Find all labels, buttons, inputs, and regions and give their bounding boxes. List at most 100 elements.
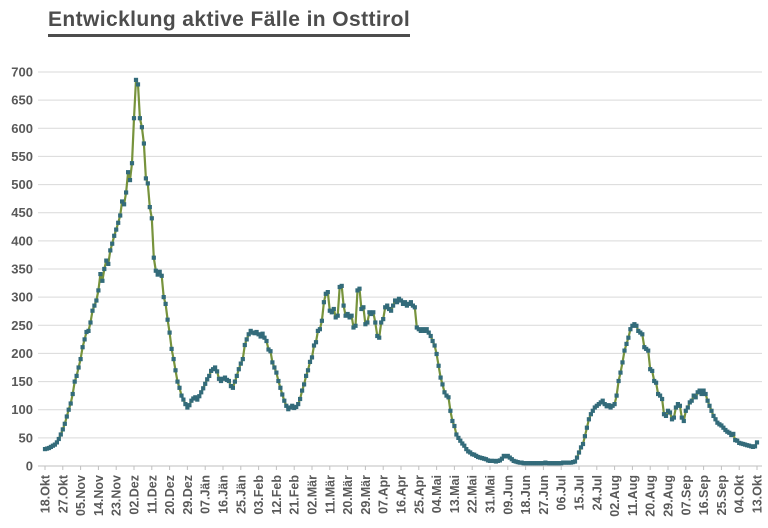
data-point-marker (339, 283, 344, 288)
data-point-marker (302, 382, 307, 387)
data-point-marker (112, 233, 117, 238)
data-point-marker (634, 323, 639, 328)
data-point-marker (582, 434, 587, 439)
data-point-marker (294, 404, 299, 409)
x-axis-tick-label: 14.Nov (92, 475, 106, 516)
data-point-marker (624, 341, 629, 346)
data-point-marker (187, 403, 192, 408)
data-point-marker (438, 375, 443, 380)
data-point-marker (628, 327, 633, 332)
data-point-marker (135, 82, 141, 87)
data-point-marker (311, 343, 317, 348)
data-point-marker (426, 330, 431, 335)
data-point-marker (440, 382, 445, 387)
data-point-marker (240, 357, 245, 362)
y-axis-tick-label: 650 (11, 93, 33, 108)
data-point-marker (385, 303, 390, 308)
data-point-marker (76, 365, 81, 370)
data-point-marker (456, 435, 461, 440)
data-point-marker (353, 323, 358, 328)
data-point-marker (106, 261, 111, 266)
data-point-marker (207, 373, 212, 378)
x-axis-tick-label: 11.Aug (626, 475, 640, 516)
x-axis-tick-label: 04.Okt (733, 474, 747, 513)
data-point-marker (707, 403, 712, 408)
data-point-marker (658, 393, 663, 398)
data-point-marker (357, 286, 362, 291)
x-axis-tick-label: 20.Aug (644, 475, 658, 517)
data-point-marker (68, 401, 73, 406)
data-point-marker (590, 408, 595, 413)
data-point-marker (699, 391, 704, 397)
data-point-marker (379, 320, 384, 325)
data-point-marker (588, 412, 593, 417)
x-axis-tick-label: 02.Aug (608, 475, 622, 517)
data-point-marker (300, 388, 305, 393)
data-point-marker (402, 300, 408, 305)
x-axis-tick-label: 02.Dez (128, 475, 142, 515)
data-point-marker (216, 376, 222, 381)
data-point-marker (325, 290, 330, 295)
data-point-marker (236, 367, 241, 372)
data-point-marker (434, 351, 439, 357)
data-point-marker (365, 320, 370, 325)
data-point-marker (62, 421, 67, 426)
data-point-marker (58, 432, 63, 437)
data-point-marker (424, 327, 429, 332)
x-axis-tick-label: 16.Apr (395, 475, 409, 514)
data-point-marker (574, 455, 580, 460)
data-point-marker (116, 220, 121, 225)
data-point-marker (205, 377, 210, 382)
data-point-marker (727, 430, 732, 435)
data-point-marker (296, 402, 301, 407)
data-point-marker (122, 202, 127, 207)
data-point-marker (126, 170, 131, 175)
data-point-marker (309, 355, 315, 360)
data-point-marker (345, 311, 350, 317)
data-series-line (44, 78, 758, 465)
x-axis-tick-label: 20.Mär (341, 475, 355, 515)
data-point-marker (230, 385, 235, 390)
data-point-marker (412, 305, 417, 310)
data-point-marker (197, 394, 202, 399)
x-axis-tick-label: 12.Feb (270, 475, 284, 515)
data-point-marker (90, 308, 95, 313)
data-point-marker (226, 378, 231, 384)
x-axis-tick-label: 27.Jun (537, 475, 551, 515)
x-axis-tick-label: 07.Sep (679, 475, 693, 516)
data-point-marker (199, 390, 204, 395)
data-point-marker (56, 436, 61, 442)
data-point-marker (600, 398, 605, 403)
data-point-marker (290, 403, 295, 408)
data-point-marker (254, 329, 259, 335)
data-point-marker (693, 395, 698, 400)
data-point-marker (677, 403, 682, 408)
data-point-marker (185, 405, 190, 410)
data-point-marker (163, 301, 168, 306)
data-point-marker (203, 381, 208, 386)
x-axis-tick-label: 25.Sep (715, 475, 729, 516)
data-point-marker (171, 357, 176, 362)
x-axis-tick-label: 05.Nov (74, 475, 88, 516)
data-point-marker (222, 375, 228, 380)
x-axis-tick-label: 07.Jän (199, 475, 213, 514)
data-series-markers (42, 77, 760, 466)
data-point-marker (452, 423, 457, 429)
data-point-marker (282, 398, 287, 403)
data-point-marker (195, 397, 200, 402)
data-point-marker (74, 373, 79, 378)
data-point-marker (719, 423, 724, 428)
data-point-marker (155, 272, 160, 277)
data-point-marker (104, 258, 109, 263)
x-axis-tick-label: 07.Apr (377, 475, 391, 514)
data-point-marker (238, 361, 243, 366)
data-point-marker (232, 379, 237, 384)
data-point-marker (317, 327, 322, 332)
data-point-marker (442, 390, 447, 395)
data-point-marker (139, 125, 144, 130)
data-point-marker (460, 441, 465, 446)
data-point-marker (572, 459, 578, 464)
y-axis-tick-label: 50 (19, 430, 33, 445)
